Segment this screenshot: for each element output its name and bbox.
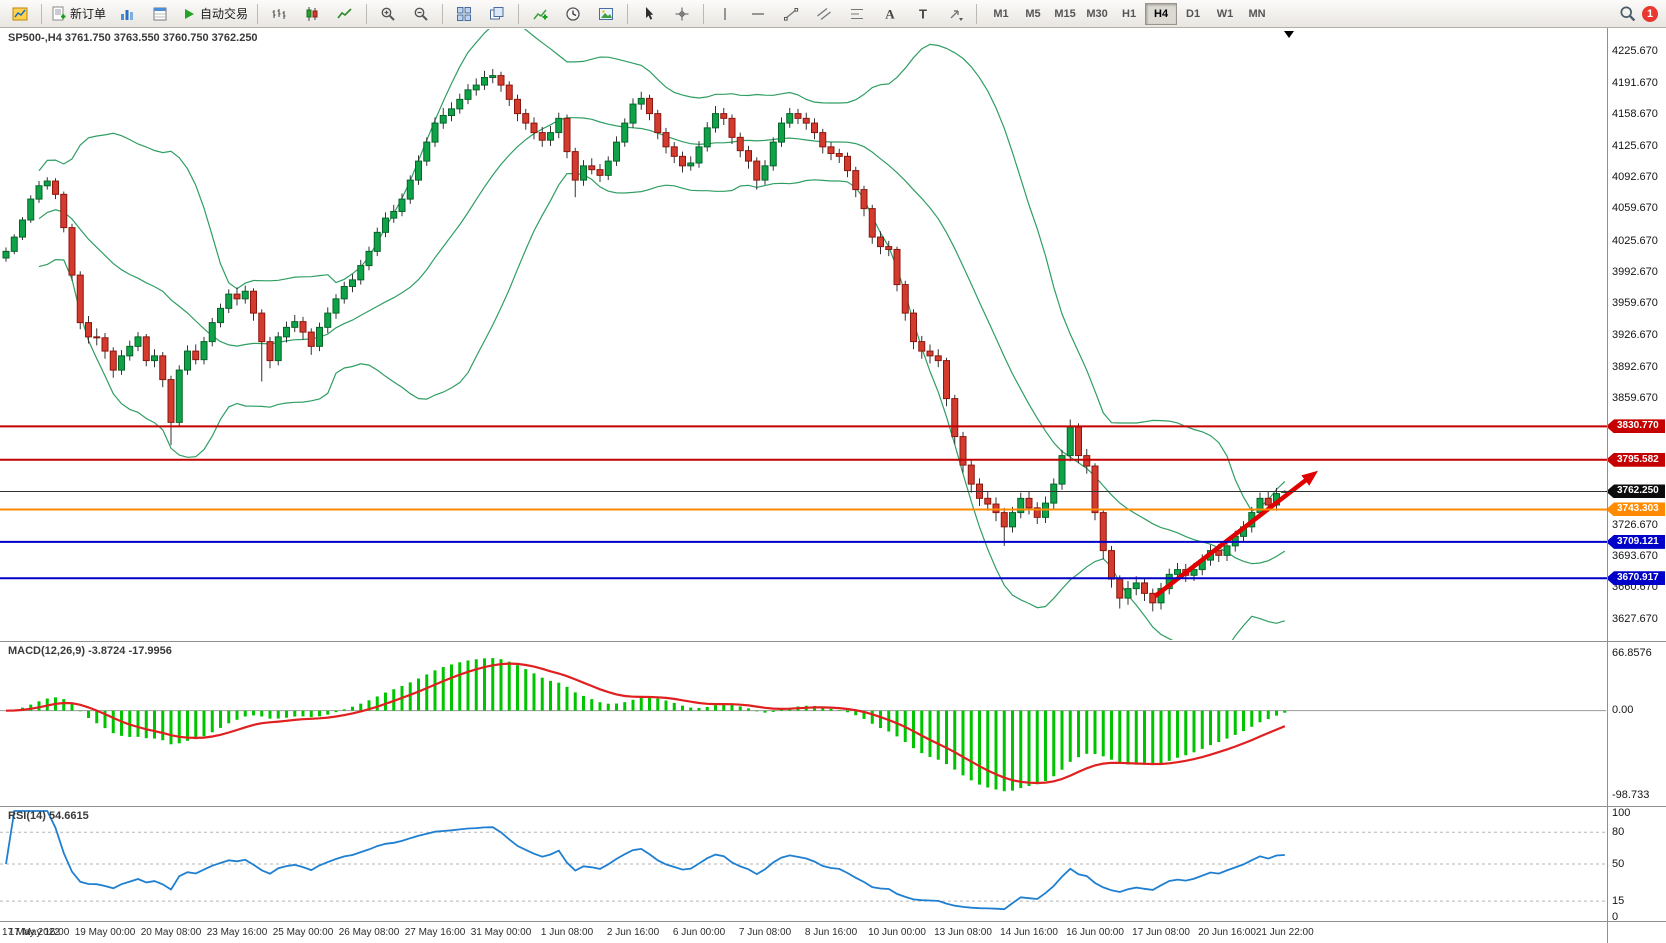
svg-text:T: T xyxy=(919,6,927,21)
rsi-indicator-title: RSI(14) 54.6615 xyxy=(8,810,89,822)
text-label-button[interactable]: T xyxy=(907,2,939,26)
indicators-button[interactable] xyxy=(524,2,556,26)
zoom-out-button[interactable] xyxy=(405,2,437,26)
toolbar-separator xyxy=(257,3,259,24)
trendline-button[interactable] xyxy=(775,2,807,26)
price-axis-border xyxy=(1607,28,1608,943)
autotrading-label: 自动交易 xyxy=(200,7,249,21)
tile-windows-button[interactable] xyxy=(448,2,480,26)
templates-button[interactable] xyxy=(590,2,622,26)
line-chart-icon xyxy=(337,6,353,22)
toolbar: 新订单 自动交易 A T M1 M5 M15 M30 H1 H4 D1 W1 MN 1 xyxy=(0,0,1666,28)
line-chart-mode-button[interactable] xyxy=(329,2,361,26)
app-button[interactable] xyxy=(4,2,36,26)
zoom-out-icon xyxy=(413,6,429,22)
shapes-button[interactable] xyxy=(940,2,972,26)
toolbar-separator xyxy=(627,3,629,24)
rsi-panel-divider[interactable] xyxy=(0,806,1666,807)
data-window-icon xyxy=(152,6,168,22)
vertical-line-button[interactable] xyxy=(709,2,741,26)
main-chart-layer xyxy=(2,29,1318,640)
market-watch-icon xyxy=(119,6,135,22)
label-icon: T xyxy=(915,6,931,22)
toolbar-separator xyxy=(976,3,978,24)
svg-text:A: A xyxy=(885,6,895,21)
bar-chart-icon xyxy=(271,6,287,22)
arrange-icon xyxy=(489,6,505,22)
rsi-layer xyxy=(0,810,1606,911)
autotrading-button[interactable]: 自动交易 xyxy=(177,2,252,26)
timeframe-m30-button[interactable]: M30 xyxy=(1086,7,1108,20)
channel-icon xyxy=(816,6,832,22)
macd-layer xyxy=(0,658,1606,792)
channel-button[interactable] xyxy=(808,2,840,26)
search-icon[interactable] xyxy=(1619,5,1636,22)
macd-panel-divider[interactable] xyxy=(0,641,1666,642)
notification-badge[interactable]: 1 xyxy=(1642,5,1658,22)
text-button[interactable]: A xyxy=(874,2,906,26)
vline-icon xyxy=(717,6,733,22)
toolbar-right: 1 xyxy=(1619,5,1662,22)
macd-indicator-title: MACD(12,26,9) -3.8724 -17.9956 xyxy=(8,645,172,657)
trend-arrow-head[interactable] xyxy=(1301,470,1318,486)
new-order-label: 新订单 xyxy=(70,7,107,21)
indicators-icon xyxy=(532,6,548,22)
tile-icon xyxy=(456,6,472,22)
zoom-in-button[interactable] xyxy=(372,2,404,26)
toolbar-separator xyxy=(41,3,42,24)
trendline-icon xyxy=(783,6,799,22)
chart-ohlc-title: SP500-,H4 3761.750 3763.550 3760.750 376… xyxy=(8,32,258,44)
periods-button[interactable] xyxy=(557,2,589,26)
zoom-in-icon xyxy=(380,6,396,22)
crosshair-icon xyxy=(674,6,690,22)
timeframe-bar: M1 M5 M15 M30 H1 H4 D1 W1 MN xyxy=(985,2,1273,25)
timeframe-w1-button[interactable]: W1 xyxy=(1216,7,1234,20)
cursor-button[interactable] xyxy=(633,2,665,26)
toolbar-separator xyxy=(442,3,444,24)
timeframe-h1-button[interactable]: H1 xyxy=(1122,7,1137,20)
fibo-icon xyxy=(849,6,865,22)
auto-arrange-button[interactable] xyxy=(481,2,513,26)
timeframe-d1-button[interactable]: D1 xyxy=(1186,7,1201,20)
timeframe-m15-button[interactable]: M15 xyxy=(1054,7,1076,20)
text-icon: A xyxy=(882,6,898,22)
cursor-icon xyxy=(641,6,657,22)
timeframe-m5-button[interactable]: M5 xyxy=(1025,7,1041,20)
timeframe-h4-button[interactable]: H4 xyxy=(1145,2,1178,25)
trend-arrow-line[interactable] xyxy=(1153,475,1312,598)
market-watch-button[interactable] xyxy=(111,2,143,26)
toolbar-separator xyxy=(518,3,520,24)
timeframe-mn-button[interactable]: MN xyxy=(1248,7,1266,20)
clock-icon xyxy=(565,6,581,22)
candle-chart-icon xyxy=(304,6,320,22)
shapes-icon xyxy=(948,6,964,22)
new-order-icon xyxy=(51,6,67,22)
toolbar-separator xyxy=(703,3,705,24)
candle-chart-mode-button[interactable] xyxy=(296,2,328,26)
new-order-button[interactable]: 新订单 xyxy=(47,2,110,26)
template-icon xyxy=(598,6,614,22)
time-axis-divider xyxy=(0,921,1666,922)
crosshair-button[interactable] xyxy=(666,2,698,26)
data-window-button[interactable] xyxy=(144,2,176,26)
chart-shift-marker[interactable] xyxy=(1284,31,1294,38)
timeframe-m1-button[interactable]: M1 xyxy=(993,7,1009,20)
toolbar-buttons: 新订单 自动交易 A T xyxy=(4,2,972,26)
toolbar-separator xyxy=(366,3,368,24)
horizontal-line-button[interactable] xyxy=(742,2,774,26)
fibonacci-button[interactable] xyxy=(841,2,873,26)
hline-icon xyxy=(750,6,766,22)
autotrading-icon xyxy=(181,6,197,22)
bar-chart-mode-button[interactable] xyxy=(263,2,295,26)
app-icon xyxy=(12,6,28,22)
